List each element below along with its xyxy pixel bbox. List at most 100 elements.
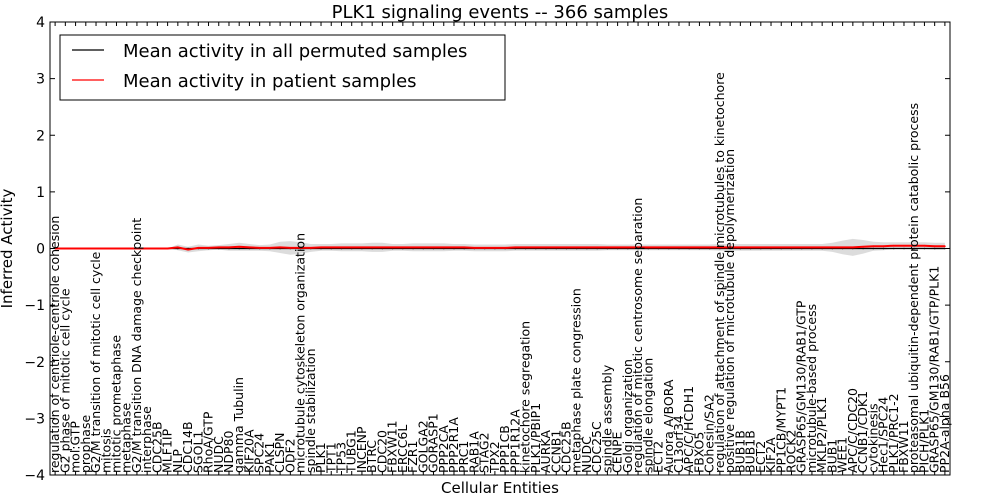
x-category-label: APC/C/HCDH1 bbox=[681, 386, 696, 473]
series-patient-point bbox=[207, 247, 210, 249]
series-permuted-point bbox=[238, 247, 240, 250]
legend-entry-permuted: Mean activity in all permuted samples bbox=[123, 41, 467, 62]
series-permuted-point bbox=[862, 247, 864, 250]
x-category-label: PRC1 bbox=[456, 441, 471, 473]
series-patient-point bbox=[903, 244, 905, 247]
series-patient-point bbox=[893, 244, 895, 247]
series-patient-point bbox=[586, 246, 588, 249]
x-category-label: spindle assembly bbox=[599, 364, 614, 473]
series-patient-point bbox=[800, 246, 803, 249]
series-patient-point bbox=[575, 246, 578, 249]
y-tick-label: 3 bbox=[36, 72, 45, 88]
y-axis-ticks: 4 3 2 1 0 −1 −2 −3 −4 bbox=[24, 15, 950, 484]
x-category-label: STAG2 bbox=[477, 432, 492, 473]
series-patient-point bbox=[105, 247, 108, 250]
x-category-label: INCENP bbox=[354, 426, 369, 473]
series-patient-point bbox=[504, 247, 506, 249]
y-tick-label: −3 bbox=[24, 411, 45, 427]
x-category-label: PLK1 bbox=[313, 442, 328, 473]
x-category-label: TUBG1 bbox=[344, 430, 359, 474]
series-patient-point bbox=[708, 246, 711, 249]
x-category-label: CENPE bbox=[610, 431, 625, 473]
x-category-label: WEE1 bbox=[835, 437, 850, 473]
series-patient-point bbox=[790, 246, 793, 249]
x-category-label: GORASP1 bbox=[426, 413, 441, 473]
series-patient-point bbox=[320, 246, 322, 249]
series-permuted-point bbox=[893, 247, 895, 250]
x-category-label: C13orf34 bbox=[671, 415, 686, 473]
series-patient-point bbox=[85, 247, 87, 250]
x-category-label: MKLP2/PLK1 bbox=[814, 397, 829, 473]
series-patient-point bbox=[831, 246, 834, 249]
series-patient-point bbox=[177, 246, 179, 249]
series-patient-point bbox=[330, 246, 333, 249]
x-category-label: SGOL1 bbox=[190, 431, 205, 473]
y-tick-label: 0 bbox=[36, 242, 45, 258]
series-patient-point bbox=[719, 246, 721, 249]
series-patient-point bbox=[371, 246, 374, 249]
legend-entry-patient: Mean activity in patient samples bbox=[123, 71, 417, 92]
x-category-label: FBXW11 bbox=[385, 420, 400, 473]
x-category-label: spindle stabilization bbox=[303, 348, 318, 473]
series-patient-point bbox=[248, 246, 251, 249]
x-category-label: positive regulation of microtubule depol… bbox=[722, 149, 737, 473]
series-patient-point bbox=[565, 246, 568, 249]
series-patient-point bbox=[678, 246, 680, 249]
series-layer bbox=[54, 244, 946, 251]
y-tick-label: 4 bbox=[36, 15, 45, 31]
x-category-label: PLK1/PBIP1 bbox=[528, 403, 543, 473]
x-category-label: CDC14B bbox=[180, 421, 195, 473]
x-category-label: G2 phase of mitotic cell cycle bbox=[57, 288, 72, 473]
series-patient-point bbox=[361, 246, 363, 249]
series-patient-point bbox=[862, 246, 864, 248]
series-patient-point bbox=[821, 246, 823, 249]
series-patient-point bbox=[739, 246, 742, 249]
x-category-label: CDC25B bbox=[149, 421, 164, 473]
series-patient-point bbox=[289, 247, 292, 249]
series-patient-point bbox=[514, 246, 517, 249]
x-category-label: APC/C/CDC20 bbox=[845, 388, 860, 473]
x-category-label: regulation of centriole-centriole cohesi… bbox=[47, 216, 62, 473]
legend: Mean activity in all permuted samples Me… bbox=[59, 34, 506, 101]
series-patient-point bbox=[269, 247, 271, 249]
x-category-label: Hec1/SPC24 bbox=[876, 397, 891, 473]
x-category-label: ODF2 bbox=[282, 438, 297, 473]
x-category-label: gamma Tubulin bbox=[231, 377, 246, 473]
x-category-label: SPC24 bbox=[252, 433, 267, 473]
series-patient-point bbox=[136, 247, 138, 250]
series-patient-point bbox=[350, 246, 353, 249]
series-patient-point bbox=[494, 247, 496, 249]
series-patient-point bbox=[770, 246, 772, 249]
series-patient-point bbox=[882, 245, 885, 247]
series-permuted-point bbox=[923, 247, 926, 250]
series-patient-point bbox=[228, 246, 230, 249]
series-patient-point bbox=[688, 246, 690, 249]
x-category-label: spindle elongation bbox=[640, 358, 655, 473]
series-patient-point bbox=[299, 247, 302, 249]
x-category-label: CCNB1/CDK1 bbox=[855, 391, 870, 473]
series-patient-point bbox=[524, 246, 527, 249]
series-patient-point bbox=[923, 244, 926, 247]
series-patient-point bbox=[596, 246, 598, 249]
series-patient-point bbox=[852, 246, 854, 249]
series-patient-point bbox=[913, 244, 915, 247]
series-permuted-point bbox=[913, 247, 915, 250]
x-category-label: ROCK2 bbox=[784, 430, 799, 473]
x-category-label: GRASP65/GM130/RAB1/GTP/PLK1 bbox=[927, 266, 942, 473]
series-patient-point bbox=[340, 246, 343, 249]
series-patient-point bbox=[606, 246, 609, 249]
series-patient-point bbox=[872, 245, 875, 247]
series-patient-point bbox=[698, 246, 701, 249]
x-category-label: GRASP65/GM130/RAB1/GTP bbox=[794, 300, 809, 473]
y-tick-label: −1 bbox=[24, 298, 45, 314]
x-category-label: PAK1 bbox=[262, 442, 277, 473]
series-patient-point bbox=[760, 246, 762, 249]
x-category-label: TPX2 bbox=[487, 441, 502, 474]
series-patient-point bbox=[535, 246, 537, 249]
x-category-label: BUB1 bbox=[824, 439, 839, 473]
x-category-label: cytokinesis bbox=[865, 403, 880, 473]
series-patient-point bbox=[125, 247, 128, 250]
x-category-label: mitotic prometaphase bbox=[109, 335, 124, 473]
x-category-label: regulation of mitotic centrosome separat… bbox=[630, 198, 645, 473]
